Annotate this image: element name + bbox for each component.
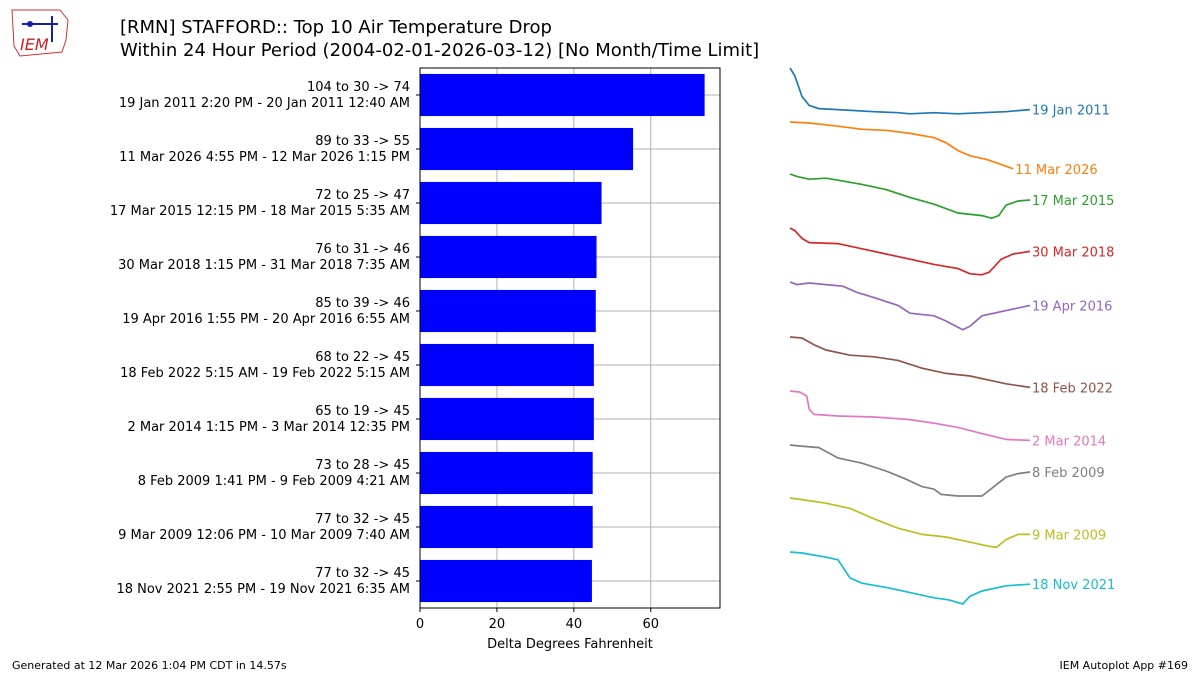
y-tick-label: 68 to 22 -> 45 [315,350,410,365]
title-line1: [RMN] STAFFORD:: Top 10 Air Temperature … [120,17,552,38]
x-tick-label: 60 [642,617,659,632]
sparkline-label: 11 Mar 2026 [1015,163,1097,178]
y-tick-label: 11 Mar 2026 4:55 PM - 12 Mar 2026 1:15 P… [119,150,410,165]
sparkline [789,281,1031,331]
chart-title: [RMN] STAFFORD:: Top 10 Air Temperature … [120,16,759,62]
y-tick-label: 18 Feb 2022 5:15 AM - 19 Feb 2022 5:15 A… [120,366,410,381]
sparkline [789,336,1031,389]
title-line2: Within 24 Hour Period (2004-02-01-2026-0… [120,40,760,61]
y-tick-label: 76 to 31 -> 46 [315,242,410,257]
y-tick-label: 89 to 33 -> 55 [315,134,410,149]
sparkline [789,173,1031,220]
y-tick-label: 77 to 32 -> 45 [315,512,410,527]
iem-logo: IEM [11,9,69,57]
bar [420,559,592,603]
logo-text: IEM [20,35,49,54]
y-tick-label: 72 to 25 -> 47 [315,188,410,203]
sparkline [789,551,1031,605]
sparkline [789,67,1031,115]
sparkline [789,121,1014,170]
y-tick-label: 19 Jan 2011 2:20 PM - 20 Jan 2011 12:40 … [119,96,410,111]
sparkline-label: 19 Jan 2011 [1032,104,1110,119]
y-tick-label: 104 to 30 -> 74 [307,80,410,95]
footer-app-id: IEM Autoplot App #169 [1059,659,1189,672]
sparkline-label: 8 Feb 2009 [1032,466,1105,481]
x-tick-label: 20 [489,617,506,632]
footer-generated: Generated at 12 Mar 2026 1:04 PM CDT in … [12,659,287,672]
sparkline [789,444,1031,497]
bar [420,235,597,279]
x-tick-label: 40 [566,617,583,632]
y-tick-label: 65 to 19 -> 45 [315,404,410,419]
sparkline-label: 2 Mar 2014 [1032,434,1106,449]
y-tick-label: 73 to 28 -> 45 [315,458,410,473]
sparkline-label: 19 Apr 2016 [1032,299,1112,314]
sparkline-label: 30 Mar 2018 [1032,245,1114,260]
bar [420,181,602,225]
x-tick-label: 0 [416,617,424,632]
sparkline-label: 18 Nov 2021 [1032,578,1115,593]
y-tick-label: 19 Apr 2016 1:55 PM - 20 Apr 2016 6:55 A… [122,312,410,327]
sparkline [789,227,1031,276]
bar [420,343,594,387]
sparkline-label: 9 Mar 2009 [1032,528,1106,543]
bar [420,505,593,549]
y-tick-label: 8 Feb 2009 1:41 PM - 9 Feb 2009 4:21 AM [138,474,410,489]
bar [420,451,593,495]
sparkline [789,497,1030,549]
y-tick-label: 85 to 39 -> 46 [315,296,410,311]
y-tick-label: 30 Mar 2018 1:15 PM - 31 Mar 2018 7:35 A… [118,258,410,273]
x-axis-label: Delta Degrees Fahrenheit [487,637,653,652]
y-tick-label: 77 to 32 -> 45 [315,566,410,581]
y-tick-label: 18 Nov 2021 2:55 PM - 19 Nov 2021 6:35 A… [116,582,410,597]
y-tick-label: 2 Mar 2014 1:15 PM - 3 Mar 2014 12:35 PM [127,420,410,435]
y-tick-label: 17 Mar 2015 12:15 PM - 18 Mar 2015 5:35 … [110,204,410,219]
y-tick-label: 9 Mar 2009 12:06 PM - 10 Mar 2009 7:40 A… [118,528,410,543]
sparkline-label: 17 Mar 2015 [1032,194,1114,209]
sparkline-label: 18 Feb 2022 [1032,381,1113,396]
bar [420,73,705,117]
bar [420,397,594,441]
bar [420,127,634,171]
bar [420,289,596,333]
plot-frame [419,67,721,609]
sparkline [789,390,1031,442]
